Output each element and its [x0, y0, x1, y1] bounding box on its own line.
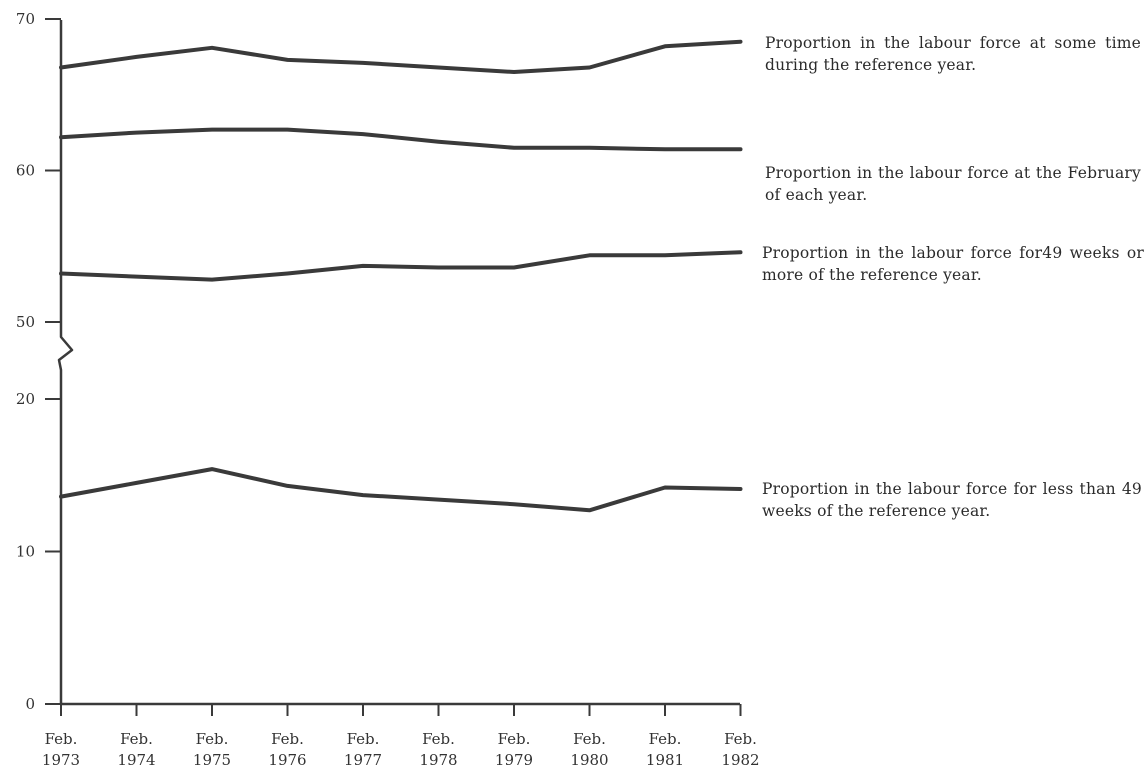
x-tick-label-month: Feb. [724, 730, 757, 748]
legend-label-february: Proportion in the labour force at the Fe… [765, 164, 1141, 204]
series-line-1 [59, 39, 743, 74]
series-line-2 [59, 127, 743, 152]
x-tick-label-year: 1981 [646, 751, 684, 769]
x-tick-label-year: 1980 [570, 751, 608, 769]
x-tick-label-month: Feb. [347, 730, 380, 748]
y-tick-label: 50 [16, 313, 35, 331]
x-tick-label-month: Feb. [649, 730, 682, 748]
legend-label-some-time: Proportion in the labour force at some t… [765, 34, 1141, 74]
x-tick-label-month: Feb. [120, 730, 153, 748]
legend-label-49-weeks-or-more: Proportion in the labour force for49 wee… [762, 244, 1144, 284]
y-tick-label: 0 [25, 695, 35, 713]
x-tick-label-month: Feb. [45, 730, 78, 748]
x-axis-ticks: Feb. 1973 Feb. 1974 Feb. 1975 Feb. 1976 Feb. 1977… [42, 704, 760, 769]
x-tick-label-year: 1979 [495, 751, 533, 769]
y-axis-line [57, 20, 74, 704]
x-tick-label-month: Feb. [196, 730, 229, 748]
x-tick-label-year: 1973 [42, 751, 80, 769]
x-tick-label-year: 1976 [268, 751, 306, 769]
y-tick-label: 70 [16, 10, 35, 28]
x-tick-label-month: Feb. [271, 730, 304, 748]
y-tick-label: 10 [16, 543, 35, 561]
legend-label-less-than-49-weeks: Proportion in the labour force for less … [762, 480, 1142, 520]
axes [57, 20, 740, 706]
x-tick-label-year: 1982 [721, 751, 759, 769]
y-tick-label: 60 [16, 162, 35, 180]
x-tick-label-year: 1978 [419, 751, 457, 769]
series-line-4 [59, 467, 743, 513]
x-tick-label-year: 1977 [344, 751, 382, 769]
x-tick-label-year: 1975 [193, 751, 231, 769]
y-tick-label: 20 [16, 390, 35, 408]
x-tick-label-year: 1974 [117, 751, 155, 769]
series-lines [59, 39, 743, 513]
series-line-3 [59, 250, 743, 282]
x-tick-label-month: Feb. [498, 730, 531, 748]
x-tick-label-month: Feb. [422, 730, 455, 748]
y-axis-ticks: 0 10 20 50 60 70 [16, 10, 61, 713]
x-tick-label-month: Feb. [573, 730, 606, 748]
